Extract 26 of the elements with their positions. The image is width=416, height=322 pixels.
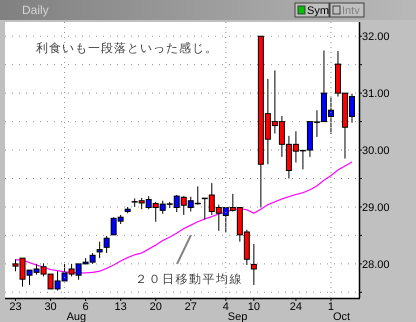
y-tick-label: 31.00 <box>362 88 390 100</box>
annotation: ２０日移動平均線 <box>135 272 243 286</box>
y-tick-label: 30.00 <box>362 145 390 158</box>
x-tick-label: 20 <box>150 301 162 313</box>
y-tick-label: 29.00 <box>362 202 390 214</box>
annotation: 利食いも一段落といった感じ。 <box>36 41 218 55</box>
x-tick-label: 6 <box>82 301 89 313</box>
text: Sym <box>307 5 329 17</box>
x-tick-label: 24 <box>290 301 302 313</box>
x-tick-label: 13 <box>114 301 127 313</box>
text: Sep <box>228 311 248 322</box>
x-tick-label: 4 <box>222 301 229 313</box>
x-tick-label: 10 <box>248 301 260 313</box>
x-tick-label: 27 <box>184 301 197 313</box>
x-tick-label: 30 <box>44 301 57 313</box>
text: Oct <box>332 311 350 322</box>
chart-title: Daily <box>22 3 49 17</box>
candlestick <box>96 241 103 259</box>
y-tick-label: 32.00 <box>362 31 390 44</box>
text: Intv <box>342 5 360 17</box>
text: Aug <box>66 311 86 322</box>
candlestick <box>104 235 110 254</box>
x-tick-label: 23 <box>9 301 22 313</box>
candlestick <box>250 243 257 286</box>
y-tick-label: 28.00 <box>362 258 390 271</box>
x-tick-label: 1 <box>328 301 334 313</box>
